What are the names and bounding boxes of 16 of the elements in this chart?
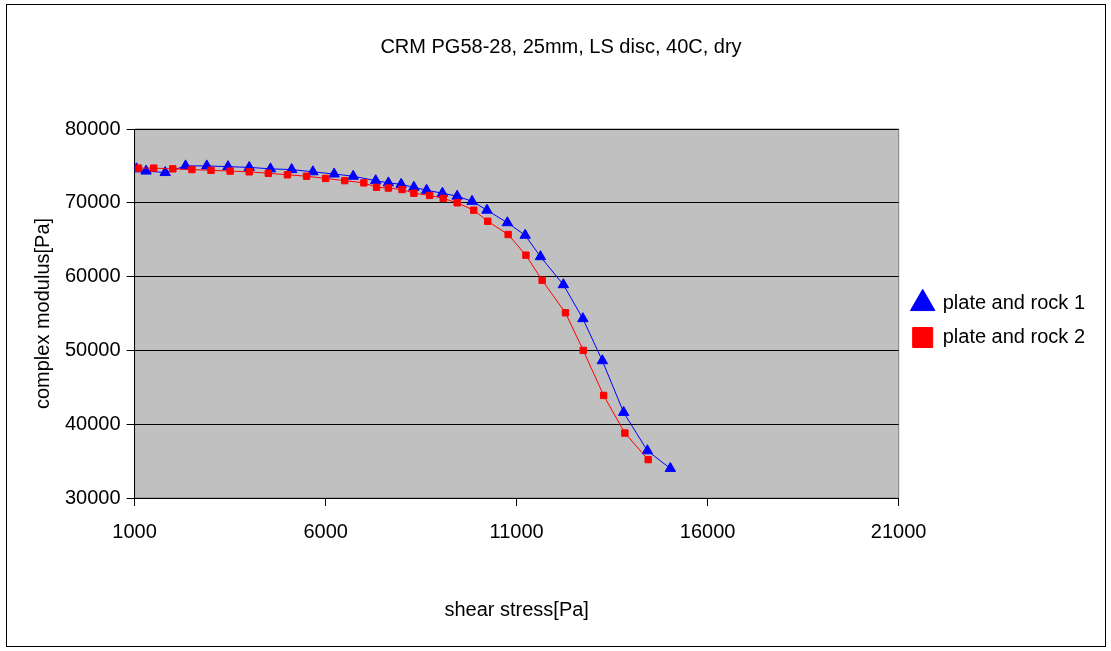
y-tick-label: 40000 [64,411,121,434]
y-tick-label: 50000 [64,337,121,360]
x-tick-label: 16000 [679,519,736,542]
legend-label: plate and rock 1 [942,291,1086,314]
y-tick-label: 60000 [64,264,121,287]
y-tick-label: 70000 [64,190,121,213]
y-tick-label: 30000 [64,485,121,508]
legend-label: plate and rock 2 [942,325,1086,348]
x-tick-label: 1000 [112,519,157,542]
x-tick-label: 21000 [870,519,927,542]
chart-title: CRM PG58-28, 25mm, LS disc, 40C, dry [380,34,742,57]
y-tick-label: 80000 [64,116,121,139]
x-tick-label: 11000 [489,519,544,542]
x-tick-label: 6000 [303,519,348,542]
y-axis-title: complex modulus[Pa] [30,217,53,410]
x-axis-title: shear stress[Pa] [444,597,589,620]
